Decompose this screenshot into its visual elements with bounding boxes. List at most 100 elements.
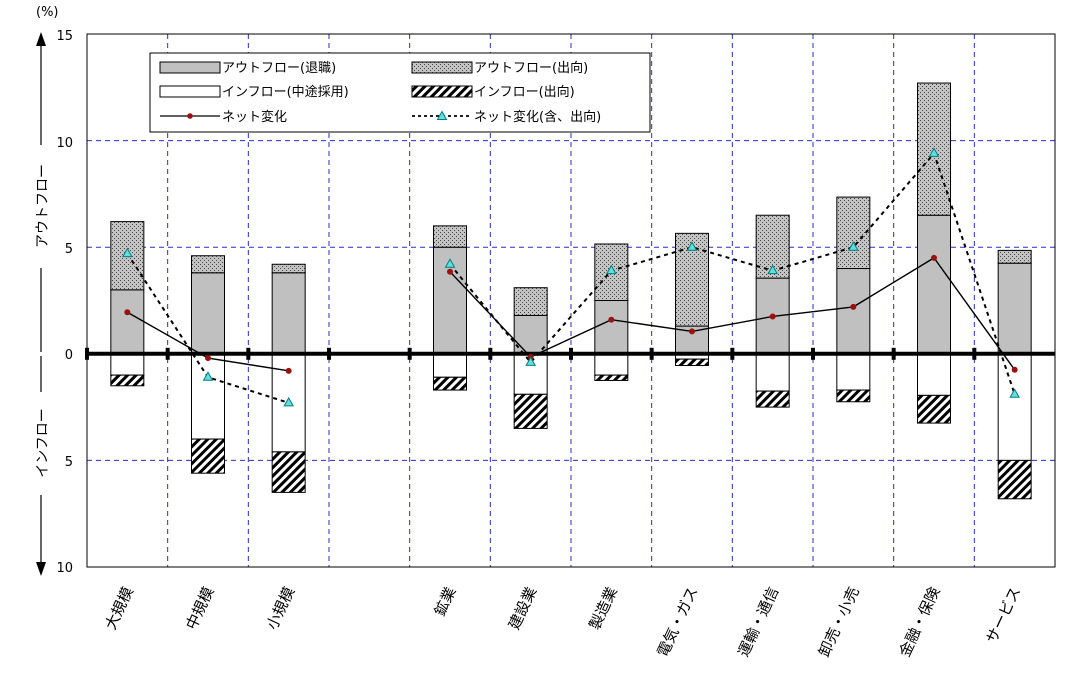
- y-tick-5: 5: [65, 242, 73, 257]
- net-change-markers: [121, 147, 1021, 407]
- marker-net-change: [850, 303, 857, 310]
- y-unit-label: (%): [36, 5, 59, 20]
- marker-net-change-incl: [525, 356, 537, 366]
- legend-label-outflow-transfer: アウトフロー(出向): [474, 60, 588, 76]
- zero-axis-tick: [407, 347, 412, 360]
- legend-marker-net-change-incl: [436, 110, 448, 120]
- marker-net-change-incl: [444, 258, 456, 268]
- inflow-side-label: インフロー: [35, 408, 51, 478]
- bar-outflow-transfer: [191, 255, 225, 274]
- category-label: 卸売・小売: [815, 584, 863, 660]
- zero-axis-tick: [569, 347, 573, 360]
- marker-net-change-incl: [605, 264, 617, 275]
- y-tick-neg-10: 10: [56, 561, 73, 576]
- category-label: 電気・ガス: [654, 584, 702, 660]
- bar-inflow-transfer: [594, 374, 629, 381]
- marker-net-change: [124, 309, 131, 316]
- category-label: 中規模: [182, 584, 217, 632]
- bar-inflow-transfer: [191, 438, 225, 474]
- legend-swatch-inflow-transfer: [411, 85, 473, 98]
- category-label: サービス: [983, 584, 1025, 646]
- marker-net-change-incl: [202, 371, 214, 381]
- bar-outflow-transfer: [513, 287, 548, 316]
- bar-inflow-hire: [191, 353, 225, 440]
- bar-outflow-retire: [594, 300, 629, 355]
- legend-swatch-outflow-transfer: [411, 61, 473, 74]
- marker-net-change: [931, 254, 937, 261]
- bar-outflow-transfer: [836, 196, 871, 270]
- category-label: 製造業: [586, 584, 621, 632]
- legend-label-net-change: ネット変化: [222, 109, 287, 125]
- marker-net-change: [689, 328, 695, 335]
- marker-net-change-incl: [847, 241, 859, 251]
- bar-outflow-transfer: [755, 214, 790, 279]
- zero-axis-tick: [246, 347, 251, 360]
- outflow-side-label: アウトフロー: [35, 164, 51, 248]
- marker-net-change: [447, 268, 453, 275]
- marker-net-change-incl: [686, 241, 698, 251]
- bar-inflow-hire: [433, 353, 467, 378]
- category-label: 大規模: [102, 584, 137, 632]
- legend-label-net-change-incl: ネット変化(含、出向): [474, 109, 601, 125]
- inflow-arrow-head: [36, 562, 46, 576]
- bar-outflow-retire: [917, 214, 951, 355]
- bars: [110, 82, 1032, 500]
- y-tick-0: 0: [65, 348, 73, 363]
- marker-net-change-incl: [928, 147, 940, 157]
- bar-outflow-retire: [110, 289, 145, 355]
- bar-inflow-transfer: [110, 374, 145, 387]
- bar-outflow-transfer: [997, 249, 1032, 264]
- legend-swatch-outflow-retire: [159, 61, 221, 74]
- marker-net-change: [205, 355, 211, 362]
- bar-inflow-hire: [594, 353, 629, 376]
- bar-inflow-transfer: [433, 376, 467, 391]
- bar-inflow-hire: [110, 353, 145, 376]
- legend-swatch-inflow-hire: [159, 85, 221, 98]
- marker-net-change-incl: [767, 264, 779, 275]
- bar-inflow-transfer: [675, 358, 709, 367]
- marker-net-change-incl: [283, 396, 295, 407]
- legend-label-outflow-retire: アウトフロー(退職): [222, 61, 336, 76]
- bar-outflow-retire: [191, 272, 225, 355]
- bar-outflow-retire: [997, 262, 1032, 355]
- bar-inflow-transfer: [271, 451, 306, 493]
- bar-inflow-transfer: [513, 393, 548, 429]
- legend-label-inflow-hire: インフロー(中途採用): [222, 84, 349, 100]
- bar-inflow-transfer: [997, 459, 1032, 500]
- legend: [149, 52, 651, 133]
- zero-axis-tick: [891, 347, 896, 360]
- y-tick-15: 15: [56, 29, 73, 44]
- legend-label-inflow-transfer: インフロー(出向): [474, 84, 575, 100]
- category-label: 金融・保険: [896, 584, 944, 660]
- category-labels: 大規模 中規模 小規模 鉱業 建設業 製造業 電気・ガス 運輸・通信 卸売・小売 金融・保険 サービ…: [102, 584, 1025, 660]
- marker-net-change: [769, 313, 776, 320]
- zero-axis-tick: [165, 347, 170, 360]
- bar-inflow-hire: [836, 353, 871, 391]
- category-label: 建設業: [505, 584, 540, 632]
- line-net-change: [449, 256, 1016, 371]
- outflow-arrow-head: [36, 32, 46, 46]
- zero-axis-tick: [972, 347, 977, 360]
- bar-inflow-transfer: [755, 390, 790, 408]
- marker-net-change: [608, 316, 615, 323]
- bar-inflow-hire: [755, 353, 790, 392]
- zero-axis-tick: [327, 347, 331, 360]
- bar-outflow-transfer: [271, 263, 306, 274]
- marker-net-change-incl: [1009, 388, 1021, 398]
- marker-net-change: [285, 367, 292, 374]
- plot-frame: [86, 33, 1056, 568]
- bar-outflow-retire: [271, 272, 306, 355]
- zero-axis-tick: [811, 347, 815, 360]
- category-label: 鉱業: [431, 584, 460, 619]
- bar-inflow-transfer: [917, 394, 951, 424]
- line-net-change-incl: [449, 151, 1016, 395]
- zero-axis-tick: [488, 347, 493, 360]
- marker-net-change: [1011, 366, 1018, 373]
- zero-axis-tick: [730, 347, 735, 360]
- bar-inflow-hire: [917, 353, 951, 396]
- category-label: 運輸・通信: [734, 584, 782, 660]
- bar-inflow-transfer: [836, 389, 871, 403]
- bar-outflow-retire: [836, 268, 871, 355]
- marker-net-change-incl: [121, 247, 133, 258]
